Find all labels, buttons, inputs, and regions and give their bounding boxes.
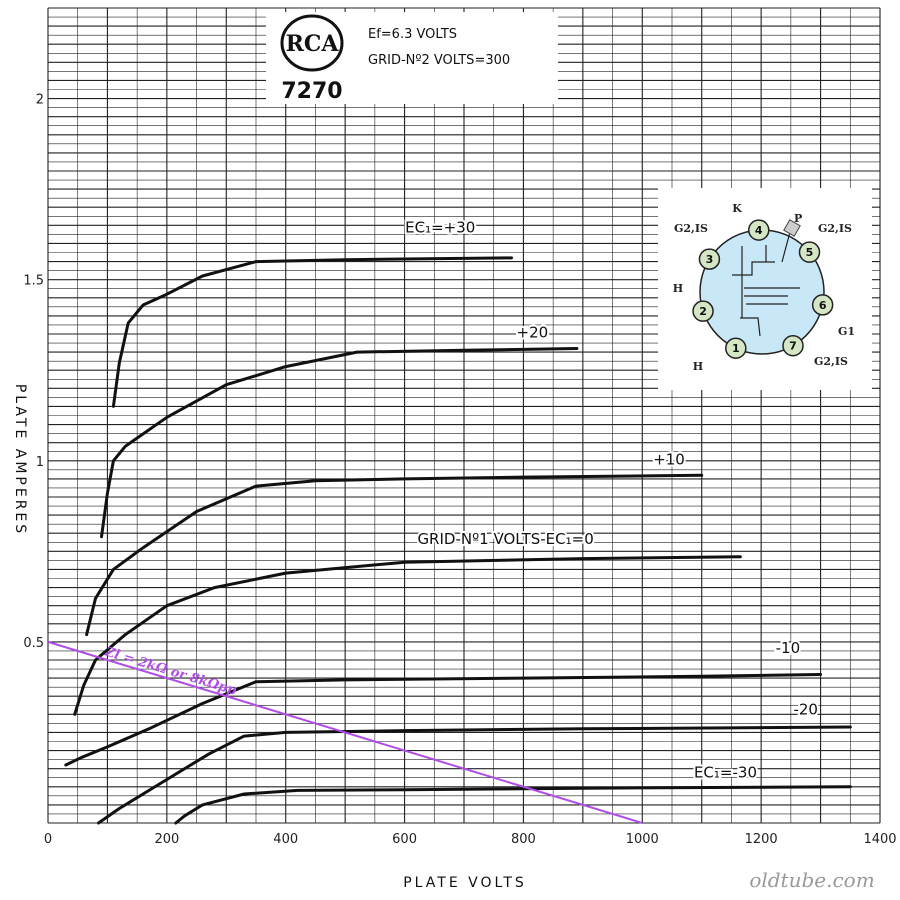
- model-number: 7270: [281, 79, 342, 104]
- curve-label-3: +10: [653, 450, 685, 468]
- plate-curve-2: [100, 347, 579, 539]
- plate-curve-3: [85, 473, 704, 637]
- plate-curve-5: [64, 673, 823, 767]
- header-panel: RCA 7270 Ef=6.3 VOLTS GRID-Nº2 VOLTS=300: [266, 12, 558, 104]
- pin-label-6: G1: [838, 325, 855, 338]
- x-tick-label: 400: [273, 832, 298, 847]
- plate-cap-label: P: [794, 212, 802, 225]
- curve-label-1: EC₁=+30: [405, 219, 475, 237]
- pin-number-4: 4: [755, 224, 763, 237]
- pinout-diagram: P 1 H 2 H 3 G2,IS 4K 5 G2,IS 6 G1 7 G2,IS: [658, 188, 872, 390]
- x-tick-label: 600: [392, 832, 417, 847]
- pin-label-3: G2,IS: [674, 222, 708, 235]
- y-tick-label: 1.5: [23, 274, 44, 289]
- pin-5: [798, 241, 821, 263]
- y-tick-labels: 0.5 1 1.5 2: [23, 93, 44, 651]
- pin-label-7: G2,IS: [814, 355, 848, 368]
- y-axis-title: PLATE AMPERES: [12, 384, 28, 536]
- x-tick-label: 0: [44, 832, 52, 847]
- y-tick-label: 1: [36, 455, 44, 470]
- pin-number-6: 6: [819, 299, 827, 312]
- curve-label-6: -20: [793, 700, 818, 718]
- curve-label-7: EC₁=-30: [694, 764, 757, 782]
- brand-logo-text: RCA: [286, 31, 340, 57]
- plate-cap: [783, 219, 801, 237]
- pin-label-4: K: [732, 202, 742, 215]
- x-tick-label: 200: [154, 832, 179, 847]
- pin-7: [782, 334, 804, 357]
- curve-label-5: -10: [776, 639, 801, 657]
- pin-number-1: 1: [732, 342, 740, 355]
- plate-curve-4: [73, 555, 742, 716]
- plate-curve-7: [174, 785, 852, 825]
- grid2-voltage: GRID-Nº2 VOLTS=300: [368, 53, 510, 68]
- curve-labels: EC₁=+30 +20 +10 GRID-Nº1 VOLTS-EC₁=0 -10 -20 E…: [403, 217, 820, 784]
- pin-label-2: H: [673, 282, 683, 295]
- x-tick-label: 1400: [863, 832, 896, 847]
- y-tick-label: 0.5: [23, 636, 44, 651]
- x-tick-label: 1000: [626, 832, 659, 847]
- watermark: oldtube.com: [749, 868, 874, 892]
- curve-label-2: +20: [517, 324, 549, 342]
- heater-voltage: Ef=6.3 VOLTS: [368, 27, 457, 42]
- x-tick-label: 1200: [745, 832, 778, 847]
- plate-curve-1: [111, 256, 513, 408]
- pin-number-5: 5: [806, 246, 814, 259]
- pin-number-3: 3: [706, 253, 714, 266]
- pin-3: [698, 248, 721, 270]
- pin-6: [811, 294, 834, 316]
- x-tick-labels: 0 200 400 600 800 1000 1200 1400: [44, 832, 897, 847]
- pin-4: [748, 219, 770, 241]
- pin-number-2: 2: [699, 305, 707, 318]
- pin-label-1: H: [693, 360, 703, 373]
- load-line: [47, 640, 643, 824]
- curve-label-4: GRID-Nº1 VOLTS-EC₁=0: [417, 530, 593, 548]
- x-axis-title: PLATE VOLTS: [403, 875, 527, 891]
- pin-label-5: G2,IS: [818, 222, 852, 235]
- plate-curve-6: [97, 725, 852, 825]
- tube-internals: [732, 231, 800, 337]
- pin-2: [692, 300, 714, 322]
- plate-curves: [64, 256, 852, 825]
- y-tick-label: 2: [36, 93, 44, 108]
- rca-logo: [280, 14, 344, 72]
- pin-number-7: 7: [789, 340, 797, 353]
- x-tick-label: 800: [511, 832, 536, 847]
- pin-1: [725, 337, 747, 359]
